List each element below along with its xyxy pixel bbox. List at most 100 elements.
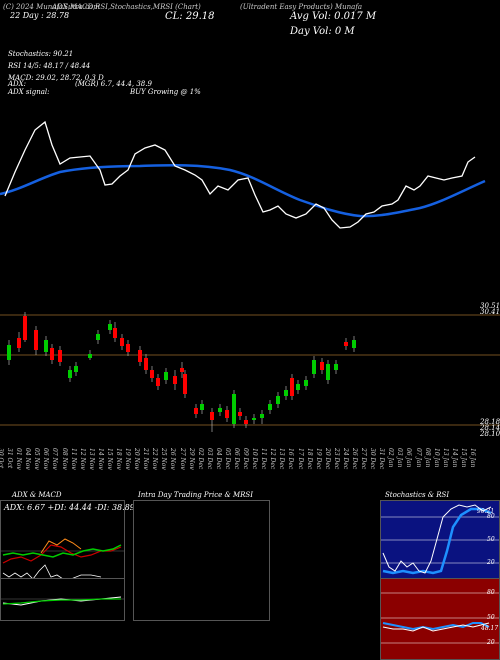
candle-down <box>138 350 142 362</box>
date-label: 08 Nov <box>60 448 68 470</box>
date-label: 22 Nov <box>151 448 159 470</box>
candle-up <box>74 366 78 372</box>
date-label: 13 Nov <box>87 448 95 470</box>
candle-up <box>312 360 316 374</box>
date-label: 09 Dec <box>242 448 250 470</box>
price-tick-28-18: 28.18 <box>480 418 500 426</box>
stoch-tick-80: 80 <box>487 513 495 520</box>
stochastics-readout: Stochastics: 90.21 <box>8 50 74 58</box>
price-tick-30-51: 30.51 <box>480 302 500 310</box>
avg-volume: Avg Vol: 0.017 M <box>290 11 377 22</box>
date-label: 29 Nov <box>187 448 195 470</box>
stochastics-panel: 90.21 80 50 20 <box>380 500 500 580</box>
stoch-d-line <box>382 507 492 575</box>
date-label: 02 Jan <box>387 448 395 468</box>
candle-up <box>44 340 48 352</box>
date-label: 03 Jan <box>396 448 404 468</box>
date-label: 13 Jan <box>441 448 449 468</box>
date-label: 16 Dec <box>287 448 295 470</box>
date-label: 06 Nov <box>42 448 50 470</box>
rsi-readout: RSI 14/5: 48.17 / 48.44 <box>8 62 91 70</box>
candle-down <box>320 362 324 370</box>
candle-up <box>218 408 222 412</box>
candle-down <box>173 376 177 384</box>
candle-down <box>194 408 198 414</box>
adx-signal-label: ADX signal: <box>8 88 50 96</box>
rsi-panel: 48.17 80 50 20 <box>380 578 500 660</box>
chart-type: ADX,MACD,RSI,Stochastics,MRSI (Chart) <box>52 3 201 11</box>
candle-up <box>276 396 280 404</box>
stoch-tick-20: 20 <box>487 559 495 566</box>
stoch-rsi-title: Stochastics & RSI <box>385 491 450 499</box>
stoch-k-line <box>382 504 492 574</box>
candle-up <box>326 364 330 380</box>
date-label: 10 Jan <box>432 448 440 468</box>
ema-line <box>0 163 486 218</box>
price-tick-28-10: 28.10 <box>480 430 500 438</box>
candle-up <box>108 324 112 330</box>
date-label: 07 Nov <box>51 448 59 470</box>
adx-value: (MGR) 6.7, 44.4, 38.9 <box>75 80 152 88</box>
date-label: 11 Dec <box>260 448 268 470</box>
candle-up <box>334 364 338 370</box>
date-label: 24 Dec <box>341 448 349 470</box>
date-label: 19 Nov <box>124 448 132 470</box>
candlesticks <box>7 312 356 432</box>
date-label: 21 Nov <box>142 448 150 470</box>
date-label: 08 Jan <box>423 448 431 468</box>
price-tick-28-14: 28.14 <box>480 424 500 432</box>
rsi-tick-50: 50 <box>487 614 495 621</box>
date-label: 17 Dec <box>296 448 304 470</box>
candle-down <box>58 350 62 362</box>
watermark: (C) 2024 MunafaSutra.com <box>3 3 100 11</box>
candle-up <box>200 404 204 410</box>
date-label: 13 Dec <box>278 448 286 470</box>
date-label: 19 Dec <box>314 448 322 470</box>
stoch-value-label: 90.21 <box>477 508 495 515</box>
date-label: 31 Oct <box>6 448 14 469</box>
candle-up <box>352 340 356 348</box>
date-label: 06 Dec <box>233 448 240 470</box>
candle-down <box>180 368 184 372</box>
date-label: 18 Nov <box>115 448 122 470</box>
adx-white-line <box>2 564 102 580</box>
candle-down <box>225 410 229 418</box>
date-label: 14 Nov <box>96 448 104 470</box>
candle-up <box>68 370 72 378</box>
adx-plus-di <box>2 544 122 558</box>
date-label: 12 Dec <box>269 448 277 470</box>
date-label: 11 Nov <box>69 448 77 470</box>
stoch-tick-50: 50 <box>487 536 495 543</box>
date-label: 02 Dec <box>196 448 204 470</box>
date-label: 04 Nov <box>24 448 32 470</box>
intraday-title: Intra Day Trading Price & MRSI <box>138 491 253 499</box>
date-label: 16 Jan <box>469 448 476 468</box>
candle-down <box>150 370 154 378</box>
candle-down <box>238 412 242 416</box>
macd-signal <box>2 598 121 605</box>
candle-down <box>290 378 294 396</box>
candle-up <box>164 372 168 380</box>
date-label: 18 Dec <box>305 448 313 470</box>
date-label: 15 Jan <box>459 448 467 468</box>
rsi-line-blue <box>382 622 490 631</box>
candle-down <box>17 338 21 348</box>
date-label: 10 Dec <box>251 448 259 470</box>
candle-down <box>210 412 214 420</box>
candle-down <box>126 344 130 352</box>
candle-down <box>144 358 148 370</box>
date-label: 07 Jan <box>414 448 422 468</box>
date-label: 05 Nov <box>33 448 41 470</box>
candle-down <box>50 348 54 360</box>
date-label: 26 Nov <box>169 448 177 470</box>
date-label: 27 Nov <box>178 448 186 470</box>
candle-down <box>156 378 160 386</box>
date-label: 20 Dec <box>323 448 331 470</box>
candle-up <box>252 418 256 420</box>
macd-line <box>2 596 122 606</box>
candle-up <box>304 380 308 386</box>
candle-up <box>296 384 300 390</box>
rsi-value-label: 48.17 <box>481 625 499 632</box>
price-line <box>4 120 476 229</box>
candle-up <box>268 404 272 410</box>
